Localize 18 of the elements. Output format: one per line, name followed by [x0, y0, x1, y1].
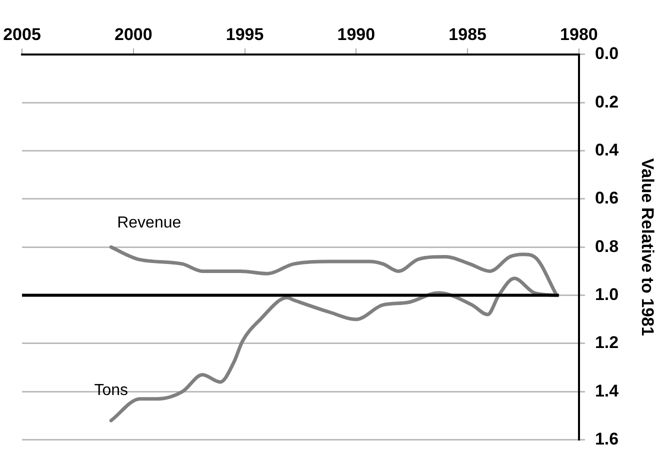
y-tick-label: 1.4	[594, 381, 620, 400]
y-tick-label: 0.6	[594, 188, 619, 208]
y-tick-label: 0.8	[594, 236, 619, 256]
y-tick-label: 1.6	[594, 429, 619, 448]
y-tick-label: 1.2	[594, 333, 619, 352]
x-tick-label: 1990	[337, 24, 376, 44]
y-tick-label: 0.0	[594, 44, 619, 64]
x-tick-label: 1995	[226, 24, 264, 44]
x-tick-label: 2005	[3, 24, 41, 44]
x-tick-label: 1980	[560, 24, 598, 44]
y-tick-label: 0.4	[594, 140, 620, 160]
y-tick-label: 1.0	[594, 284, 619, 304]
y-tick-label: 0.2	[594, 92, 619, 112]
y-axis-title: Value Relative to 1981	[638, 158, 658, 336]
series-label: Revenue	[117, 214, 182, 232]
series-label: Tons	[94, 382, 128, 399]
x-tick-label: 2000	[114, 24, 152, 44]
x-tick-label: 1985	[448, 24, 486, 44]
